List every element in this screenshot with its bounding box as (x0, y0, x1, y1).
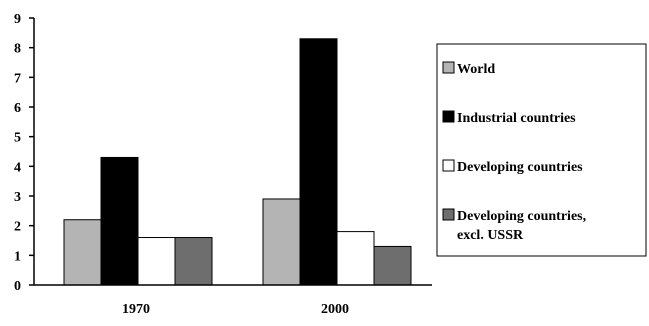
legend: World Industrial countries Developing coun… (436, 43, 647, 257)
y-tick-label-6: 6 (14, 101, 21, 116)
bar-1970-series-3 (174, 237, 213, 286)
y-tick-label-8: 8 (14, 42, 21, 57)
bars-layer (63, 38, 412, 286)
y-tick-label-2: 2 (14, 220, 21, 235)
y-tick-label-3: 3 (14, 190, 21, 205)
x-tick-label-1970: 1970 (122, 302, 150, 317)
y-tick-label-0: 0 (14, 279, 21, 294)
legend-swatch-2 (442, 159, 455, 172)
legend-swatch-1 (442, 110, 455, 123)
legend-label-0-line-0: World (457, 62, 495, 77)
bar-2000-series-2 (336, 231, 375, 286)
x-tick-label-2000: 2000 (321, 302, 349, 317)
axes-layer: 0 1 2 3 4 5 6 7 8 9 1970 2000 (14, 12, 432, 317)
legend-label-3-line-0: Developing countries, (457, 209, 586, 224)
y-tick-label-1: 1 (14, 249, 21, 264)
bar-2000-series-3 (373, 245, 412, 286)
legend-swatch-0 (442, 61, 455, 74)
bar-1970-series-2 (137, 237, 176, 286)
legend-label-3-line-1: excl. USSR (457, 228, 524, 243)
bar-2000-series-1 (299, 38, 338, 286)
bar-1970-series-1 (100, 156, 139, 286)
legend-label-2-line-0: Developing countries (457, 160, 583, 175)
y-tick-label-5: 5 (14, 131, 21, 146)
legend-swatch-3 (442, 208, 455, 221)
y-tick-label-9: 9 (14, 12, 21, 27)
y-tick-label-7: 7 (14, 71, 21, 86)
y-tick-label-4: 4 (14, 160, 21, 175)
legend-label-1-line-0: Industrial countries (457, 111, 576, 126)
bar-2000-series-0 (262, 198, 301, 286)
legend-box (436, 43, 647, 257)
bar-1970-series-0 (63, 219, 102, 286)
